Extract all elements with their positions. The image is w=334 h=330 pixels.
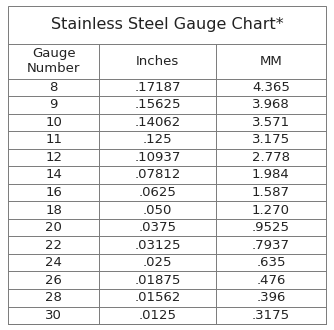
Text: .0375: .0375 — [139, 221, 176, 234]
Text: 4.365: 4.365 — [252, 81, 290, 94]
Text: 1.270: 1.270 — [252, 204, 290, 216]
Text: 24: 24 — [45, 256, 62, 269]
Text: .396: .396 — [256, 291, 286, 304]
Text: .03125: .03125 — [134, 239, 181, 252]
Text: 3.571: 3.571 — [252, 116, 290, 129]
Text: .14062: .14062 — [134, 116, 181, 129]
Text: 12: 12 — [45, 151, 62, 164]
Text: 3.175: 3.175 — [252, 133, 290, 147]
Text: .0125: .0125 — [139, 309, 176, 322]
Text: 11: 11 — [45, 133, 62, 147]
Text: 28: 28 — [45, 291, 62, 304]
Text: 26: 26 — [45, 274, 62, 287]
Text: 16: 16 — [45, 186, 62, 199]
Text: 10: 10 — [45, 116, 62, 129]
Text: 20: 20 — [45, 221, 62, 234]
Text: 9: 9 — [49, 98, 58, 111]
Text: 1.587: 1.587 — [252, 186, 290, 199]
Text: Stainless Steel Gauge Chart*: Stainless Steel Gauge Chart* — [51, 17, 283, 32]
Text: 18: 18 — [45, 204, 62, 216]
Text: 1.984: 1.984 — [252, 169, 290, 182]
Text: 14: 14 — [45, 169, 62, 182]
Text: .025: .025 — [143, 256, 172, 269]
Text: .635: .635 — [256, 256, 286, 269]
Text: Inches: Inches — [136, 55, 179, 68]
Text: .10937: .10937 — [134, 151, 181, 164]
Text: Gauge
Number: Gauge Number — [27, 47, 80, 75]
Text: .15625: .15625 — [134, 98, 181, 111]
Text: .0625: .0625 — [139, 186, 176, 199]
Text: 8: 8 — [49, 81, 58, 94]
Text: .9525: .9525 — [252, 221, 290, 234]
Text: .476: .476 — [256, 274, 286, 287]
Text: .07812: .07812 — [134, 169, 181, 182]
Text: 3.968: 3.968 — [252, 98, 290, 111]
Text: .7937: .7937 — [252, 239, 290, 252]
Text: 22: 22 — [45, 239, 62, 252]
Text: .125: .125 — [143, 133, 172, 147]
Text: .01562: .01562 — [134, 291, 181, 304]
Text: .17187: .17187 — [134, 81, 181, 94]
Text: .01875: .01875 — [134, 274, 181, 287]
Text: 30: 30 — [45, 309, 62, 322]
Text: MM: MM — [260, 55, 282, 68]
Text: 2.778: 2.778 — [252, 151, 290, 164]
Text: .3175: .3175 — [252, 309, 290, 322]
Text: .050: .050 — [143, 204, 172, 216]
